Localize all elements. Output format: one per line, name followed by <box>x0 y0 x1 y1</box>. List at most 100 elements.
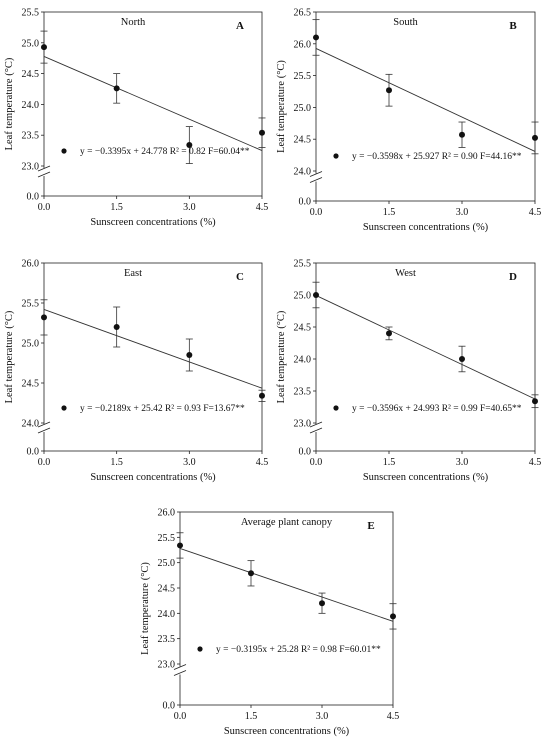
axis-break-mark <box>37 165 51 178</box>
x-tick-label: 1.5 <box>383 457 396 468</box>
plot-frame <box>315 11 536 202</box>
y-tick-label: 24.0 <box>294 167 312 178</box>
y-tick-label: 24.5 <box>22 379 40 390</box>
legend-marker <box>197 646 203 652</box>
y-axis-title: Leaf temperature (°C) <box>4 310 15 403</box>
y-tick-label: 26.0 <box>294 39 312 50</box>
y-axis-title: Leaf temperature (°C) <box>276 310 287 403</box>
x-tick-label: 3.0 <box>183 457 196 468</box>
panel-e: 23.0 23.5 24.0 24.5 25.0 25.5 26.0 0.00.0 1.5 3.0… <box>140 508 399 738</box>
regression-line <box>315 48 536 152</box>
y-tick-label: 24.0 <box>22 100 40 111</box>
legend-marker <box>61 405 67 411</box>
x-tick-label: 4.5 <box>256 202 269 213</box>
data-point <box>186 142 193 149</box>
y-tick-label: 25.5 <box>22 299 40 310</box>
y-tick-label: 25.5 <box>294 71 312 82</box>
y-tick-label: 23.5 <box>158 634 176 645</box>
x-axis-title: Sunscreen concentrations (%) <box>363 472 489 483</box>
panel-title: North <box>121 17 146 28</box>
plot-frame <box>315 262 536 452</box>
x-axis-title: Sunscreen concentrations (%) <box>90 472 216 483</box>
regression-line <box>43 56 263 151</box>
y-tick-label: 23.0 <box>158 660 176 671</box>
plot-frame <box>43 262 263 452</box>
panel-letter: A <box>236 20 244 32</box>
y-tick-label: 25.5 <box>294 259 312 270</box>
legend-equation: y = −0.3395x + 24.778 R² = 0.82 F=60.04*… <box>80 147 250 157</box>
panel-b: 24.0 24.5 25.0 25.5 26.0 26.5 0.00.0 1.5 3.0 4.5 S… <box>276 8 541 234</box>
y-tick-label: 24.0 <box>158 609 176 620</box>
data-point <box>459 131 465 138</box>
y-axis-title: Leaf temperature (°C) <box>276 60 287 153</box>
data-point <box>319 600 325 607</box>
legend-marker <box>333 153 339 159</box>
x-tick-label: 3.0 <box>456 457 469 468</box>
x-tick-label: 0.0 <box>310 457 323 468</box>
axis-break-gap <box>310 173 322 182</box>
y-axis-title: Leaf temperature (°C) <box>4 57 15 150</box>
x-tick-label: 0.0 <box>38 202 51 213</box>
y-tick-label: 25.0 <box>22 38 40 49</box>
y-tick-label: 26.5 <box>294 8 312 19</box>
axis-break-mark <box>309 421 323 434</box>
axis-break-gap <box>174 666 186 675</box>
x-tick-label: 1.5 <box>245 711 258 722</box>
y-tick-label: 25.0 <box>22 339 40 350</box>
panel-title: Average plant canopy <box>241 517 333 528</box>
axis-break-gap <box>38 168 50 176</box>
data-point <box>113 324 120 330</box>
axis-break-mark <box>309 171 323 183</box>
data-point <box>313 292 319 298</box>
x-axis-title: Sunscreen concentrations (%) <box>224 726 350 737</box>
panel-a: 23.0 23.5 24.0 24.5 25.0 25.5 0.00.0 1.5 3.0 4.5 S… <box>4 8 268 229</box>
axis-break-mark <box>173 664 187 676</box>
y-tick-label: 24.0 <box>22 419 40 430</box>
y-tick-label: 24.5 <box>158 584 176 595</box>
legend-equation: y = −0.3598x + 25.927 R² = 0.90 F=44.16*… <box>352 152 522 162</box>
data-point <box>186 352 193 358</box>
data-point <box>177 542 183 549</box>
x-tick-label: 4.5 <box>529 207 542 218</box>
y-tick-label: 25.0 <box>158 558 176 569</box>
x-tick-label: 4.5 <box>387 711 400 722</box>
data-point <box>41 44 47 51</box>
data-point <box>41 314 47 321</box>
x-tick-label: 1.5 <box>110 202 123 213</box>
y-tick-label: 25.0 <box>294 103 312 114</box>
data-point <box>532 398 538 405</box>
panel-title: South <box>393 17 418 28</box>
x-axis-title: Sunscreen concentrations (%) <box>90 217 216 228</box>
data-point <box>113 85 120 92</box>
data-point <box>386 87 392 94</box>
x-tick-label: 3.0 <box>316 711 329 722</box>
panel-title: West <box>395 268 416 279</box>
legend-equation: y = −0.2189x + 25.42 R² = 0.93 F=13.67** <box>80 404 245 414</box>
y-tick-label: 0.0 <box>163 701 176 712</box>
x-tick-label: 4.5 <box>256 457 269 468</box>
data-point <box>248 570 254 577</box>
y-tick-label: 23.5 <box>22 131 40 142</box>
axis-break-gap <box>38 424 50 432</box>
regression-line <box>315 295 536 400</box>
y-tick-label: 0.0 <box>299 197 312 208</box>
y-tick-label: 24.5 <box>294 323 312 334</box>
y-tick-label: 23.5 <box>294 387 312 398</box>
y-axis-title: Leaf temperature (°C) <box>140 562 151 655</box>
y-tick-label: 25.5 <box>22 8 40 19</box>
x-tick-label: 1.5 <box>110 457 123 468</box>
y-tick-label: 0.0 <box>27 192 40 203</box>
y-tick-label: 23.0 <box>294 419 312 430</box>
legend-equation: y = −0.3596x + 24.993 R² = 0.99 F=40.65*… <box>352 404 522 414</box>
legend-marker <box>333 405 339 411</box>
y-tick-label: 23.0 <box>22 162 40 173</box>
x-tick-label: 3.0 <box>456 207 469 218</box>
legend-marker <box>61 148 67 154</box>
y-tick-label: 25.0 <box>294 291 312 302</box>
panel-c: 24.0 24.5 25.0 25.5 26.0 0.00.0 1.5 3.0 4.5 Sunsc… <box>4 259 268 484</box>
data-point <box>259 392 265 399</box>
y-tick-label: 24.5 <box>22 69 40 80</box>
x-tick-label: 3.0 <box>183 202 196 213</box>
y-tick-label: 24.5 <box>294 135 312 146</box>
